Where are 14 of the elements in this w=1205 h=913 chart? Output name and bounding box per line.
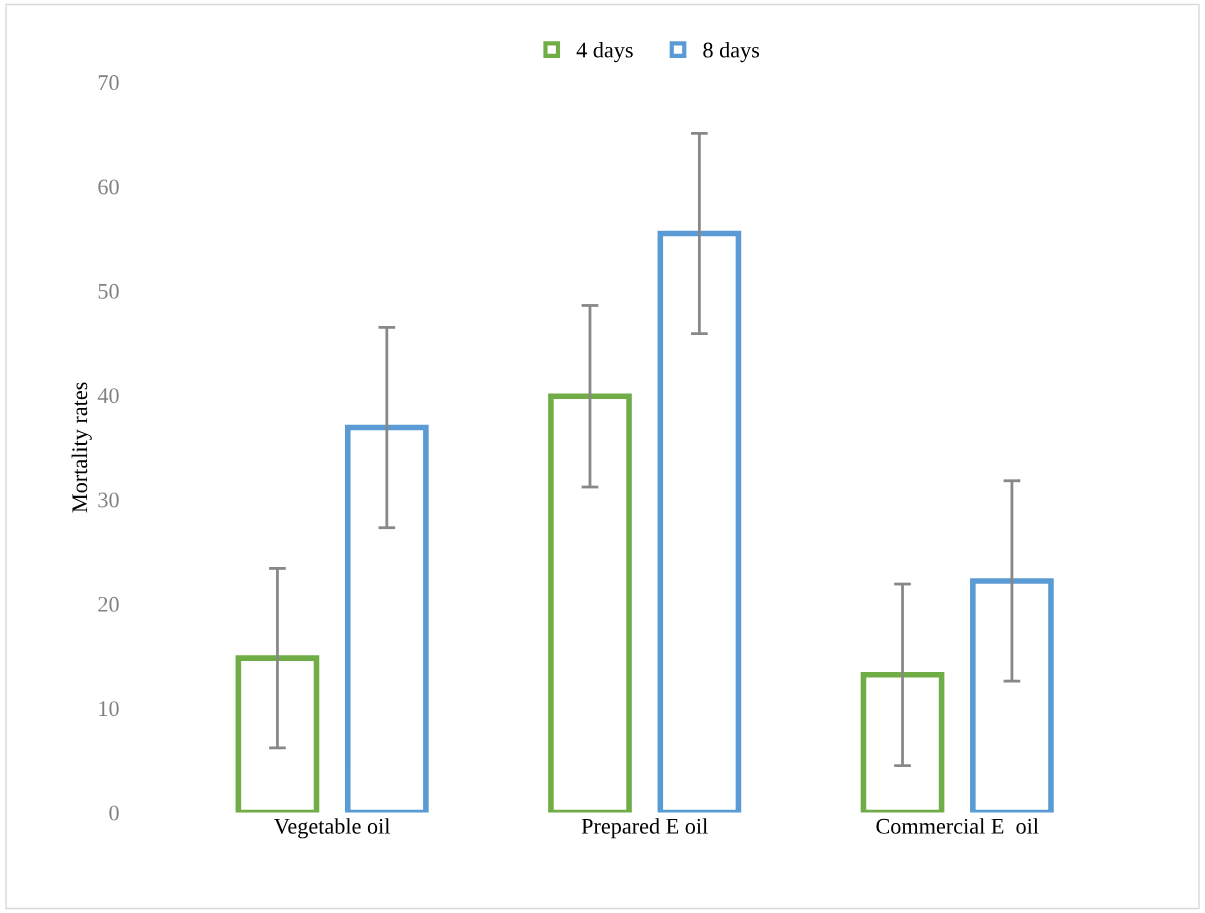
y-tick-label: 60 [98, 179, 119, 195]
y-tick-label: 40 [97, 388, 119, 404]
y-tick-label: 70 [98, 75, 119, 91]
x-tick-label: Vegetable oil [274, 818, 390, 839]
x-tick-label: Commercial E oil [876, 818, 1039, 834]
y-tick-label: 30 [98, 492, 119, 508]
y-tick-label: 10 [99, 701, 119, 717]
legend-label: 4 days [576, 41, 633, 63]
legend-label: 8 days [703, 41, 760, 63]
y-tick-label: 20 [98, 596, 119, 612]
y-axis-title: Mortality rates [71, 382, 92, 513]
x-tick-label: Prepared E oil [581, 818, 708, 839]
y-tick-label: 50 [98, 283, 119, 299]
y-tick-label: 0 [109, 805, 119, 821]
